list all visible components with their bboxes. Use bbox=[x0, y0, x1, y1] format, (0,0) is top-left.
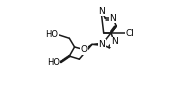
Text: HO: HO bbox=[47, 58, 60, 67]
Text: HO: HO bbox=[45, 30, 58, 39]
Text: N: N bbox=[111, 37, 117, 46]
Text: O: O bbox=[81, 45, 88, 54]
Text: Cl: Cl bbox=[126, 29, 135, 38]
Text: N: N bbox=[99, 40, 105, 49]
Text: N: N bbox=[109, 14, 116, 23]
Text: N: N bbox=[98, 7, 105, 16]
Polygon shape bbox=[92, 43, 102, 45]
